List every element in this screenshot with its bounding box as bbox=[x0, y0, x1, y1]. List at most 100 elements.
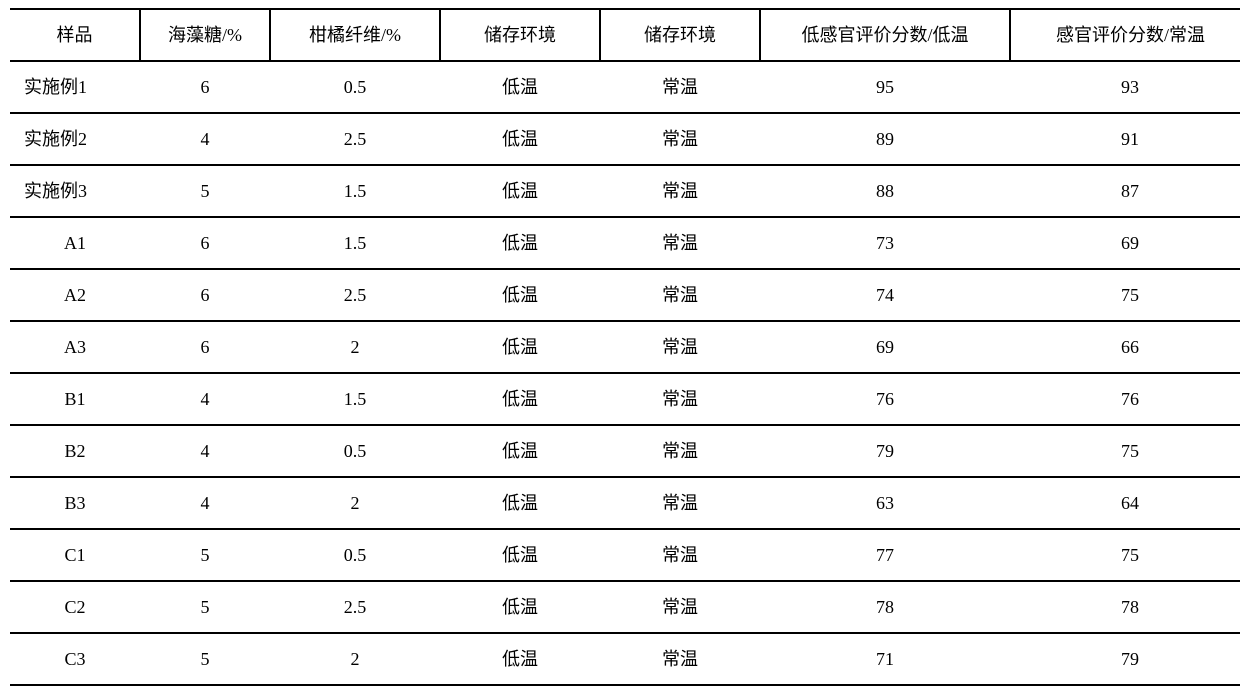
table-cell: 2 bbox=[270, 321, 440, 373]
table-cell: 4 bbox=[140, 373, 270, 425]
table-cell: 常温 bbox=[600, 529, 760, 581]
table-cell: C1 bbox=[10, 529, 140, 581]
table-row: 实施例242.5低温常温8991 bbox=[10, 113, 1240, 165]
table-cell: 64 bbox=[1010, 477, 1240, 529]
table-cell: 6 bbox=[140, 61, 270, 113]
table-cell: 4 bbox=[140, 113, 270, 165]
table-row: A161.5低温常温7369 bbox=[10, 217, 1240, 269]
table-cell: 69 bbox=[1010, 217, 1240, 269]
table-cell: 常温 bbox=[600, 633, 760, 685]
table-row: A362低温常温6966 bbox=[10, 321, 1240, 373]
table-cell: 实施例1 bbox=[10, 61, 140, 113]
data-table: 样品 海藻糖/% 柑橘纤维/% 储存环境 储存环境 低感官评价分数/低温 感官评… bbox=[10, 8, 1240, 686]
table-cell: 低温 bbox=[440, 61, 600, 113]
table-header: 样品 海藻糖/% 柑橘纤维/% 储存环境 储存环境 低感官评价分数/低温 感官评… bbox=[10, 9, 1240, 61]
table-cell: 5 bbox=[140, 633, 270, 685]
table-cell: 5 bbox=[140, 529, 270, 581]
col-header-env1: 储存环境 bbox=[440, 9, 600, 61]
table-cell: 常温 bbox=[600, 165, 760, 217]
table-cell: B2 bbox=[10, 425, 140, 477]
table-cell: 87 bbox=[1010, 165, 1240, 217]
table-cell: 95 bbox=[760, 61, 1010, 113]
table-body: 实施例160.5低温常温9593实施例242.5低温常温8991实施例351.5… bbox=[10, 61, 1240, 685]
page: 样品 海藻糖/% 柑橘纤维/% 储存环境 储存环境 低感官评价分数/低温 感官评… bbox=[0, 0, 1240, 686]
col-header-score-low: 低感官评价分数/低温 bbox=[760, 9, 1010, 61]
table-cell: 6 bbox=[140, 269, 270, 321]
table-cell: 2 bbox=[270, 477, 440, 529]
table-cell: 74 bbox=[760, 269, 1010, 321]
table-row: B240.5低温常温7975 bbox=[10, 425, 1240, 477]
table-cell: 75 bbox=[1010, 529, 1240, 581]
table-cell: 76 bbox=[760, 373, 1010, 425]
table-cell: 低温 bbox=[440, 529, 600, 581]
table-cell: 69 bbox=[760, 321, 1010, 373]
table-cell: 2.5 bbox=[270, 113, 440, 165]
table-cell: 低温 bbox=[440, 321, 600, 373]
table-cell: 6 bbox=[140, 217, 270, 269]
table-row: B141.5低温常温7676 bbox=[10, 373, 1240, 425]
table-cell: 低温 bbox=[440, 425, 600, 477]
table-cell: 77 bbox=[760, 529, 1010, 581]
table-cell: 常温 bbox=[600, 477, 760, 529]
table-cell: 低温 bbox=[440, 165, 600, 217]
table-cell: 常温 bbox=[600, 269, 760, 321]
table-cell: 2.5 bbox=[270, 581, 440, 633]
table-cell: 低温 bbox=[440, 581, 600, 633]
table-cell: 1.5 bbox=[270, 217, 440, 269]
table-cell: 63 bbox=[760, 477, 1010, 529]
col-header-score-rt: 感官评价分数/常温 bbox=[1010, 9, 1240, 61]
table-cell: 79 bbox=[1010, 633, 1240, 685]
table-row: 实施例160.5低温常温9593 bbox=[10, 61, 1240, 113]
table-cell: 低温 bbox=[440, 477, 600, 529]
table-cell: 实施例3 bbox=[10, 165, 140, 217]
table-cell: 2 bbox=[270, 633, 440, 685]
table-cell: A1 bbox=[10, 217, 140, 269]
table-cell: 低温 bbox=[440, 373, 600, 425]
table-cell: 5 bbox=[140, 581, 270, 633]
table-cell: 89 bbox=[760, 113, 1010, 165]
table-cell: 0.5 bbox=[270, 529, 440, 581]
table-row: C252.5低温常温7878 bbox=[10, 581, 1240, 633]
table-cell: 71 bbox=[760, 633, 1010, 685]
table-cell: A3 bbox=[10, 321, 140, 373]
table-cell: C2 bbox=[10, 581, 140, 633]
table-header-row: 样品 海藻糖/% 柑橘纤维/% 储存环境 储存环境 低感官评价分数/低温 感官评… bbox=[10, 9, 1240, 61]
table-cell: C3 bbox=[10, 633, 140, 685]
table-cell: 6 bbox=[140, 321, 270, 373]
table-cell: 常温 bbox=[600, 217, 760, 269]
table-cell: 66 bbox=[1010, 321, 1240, 373]
col-header-env2: 储存环境 bbox=[600, 9, 760, 61]
table-row: C352低温常温7179 bbox=[10, 633, 1240, 685]
table-cell: 78 bbox=[760, 581, 1010, 633]
table-cell: B1 bbox=[10, 373, 140, 425]
table-cell: 75 bbox=[1010, 425, 1240, 477]
table-cell: 4 bbox=[140, 477, 270, 529]
table-row: 实施例351.5低温常温8887 bbox=[10, 165, 1240, 217]
table-cell: 73 bbox=[760, 217, 1010, 269]
table-cell: 低温 bbox=[440, 217, 600, 269]
table-cell: 低温 bbox=[440, 633, 600, 685]
table-cell: B3 bbox=[10, 477, 140, 529]
table-cell: 低温 bbox=[440, 269, 600, 321]
table-cell: 常温 bbox=[600, 425, 760, 477]
table-cell: 常温 bbox=[600, 113, 760, 165]
table-cell: 76 bbox=[1010, 373, 1240, 425]
table-row: C150.5低温常温7775 bbox=[10, 529, 1240, 581]
col-header-sample: 样品 bbox=[10, 9, 140, 61]
table-row: B342低温常温6364 bbox=[10, 477, 1240, 529]
table-cell: 常温 bbox=[600, 373, 760, 425]
table-cell: 79 bbox=[760, 425, 1010, 477]
table-cell: 实施例2 bbox=[10, 113, 140, 165]
table-cell: 91 bbox=[1010, 113, 1240, 165]
col-header-citrus: 柑橘纤维/% bbox=[270, 9, 440, 61]
col-header-trehalose: 海藻糖/% bbox=[140, 9, 270, 61]
table-cell: 93 bbox=[1010, 61, 1240, 113]
table-cell: 4 bbox=[140, 425, 270, 477]
table-cell: 78 bbox=[1010, 581, 1240, 633]
table-cell: 88 bbox=[760, 165, 1010, 217]
table-row: A262.5低温常温7475 bbox=[10, 269, 1240, 321]
table-cell: 常温 bbox=[600, 581, 760, 633]
table-cell: 常温 bbox=[600, 321, 760, 373]
table-cell: 5 bbox=[140, 165, 270, 217]
table-cell: 1.5 bbox=[270, 373, 440, 425]
